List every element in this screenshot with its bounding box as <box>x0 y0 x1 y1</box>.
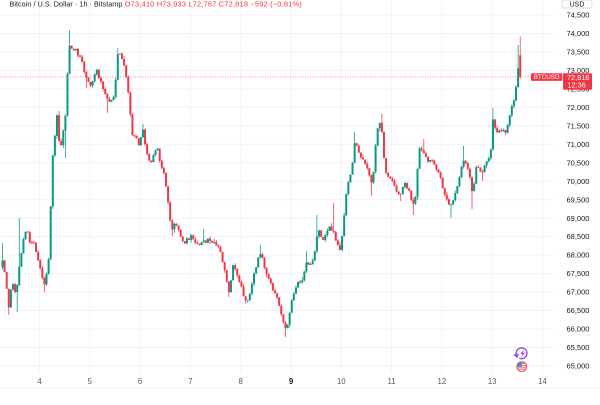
svg-text:71,500: 71,500 <box>567 121 590 130</box>
svg-text:4: 4 <box>37 377 42 386</box>
svg-text:70,500: 70,500 <box>567 158 590 167</box>
svg-text:69,500: 69,500 <box>567 195 590 204</box>
svg-text:68,500: 68,500 <box>567 232 590 241</box>
svg-text:12:36: 12:36 <box>568 80 586 89</box>
svg-text:73,000: 73,000 <box>567 66 590 75</box>
svg-text:72,818: 72,818 <box>567 73 589 82</box>
svg-text:Bitcoin / U.S. Dollar · 1h · B: Bitcoin / U.S. Dollar · 1h · Bitstamp O7… <box>10 0 303 9</box>
svg-text:13: 13 <box>488 377 497 386</box>
svg-text:74,500: 74,500 <box>567 11 590 20</box>
svg-text:6: 6 <box>138 377 142 386</box>
svg-text:8: 8 <box>239 377 243 386</box>
svg-text:65,500: 65,500 <box>567 343 590 352</box>
svg-text:70,000: 70,000 <box>567 177 590 186</box>
svg-text:68,000: 68,000 <box>567 251 590 260</box>
svg-text:73,500: 73,500 <box>567 48 590 57</box>
svg-text:65,000: 65,000 <box>567 362 590 371</box>
svg-text:USD: USD <box>570 1 585 8</box>
svg-text:67,500: 67,500 <box>567 269 590 278</box>
svg-text:5: 5 <box>88 377 93 386</box>
svg-text:66,500: 66,500 <box>567 306 590 315</box>
svg-text:67,000: 67,000 <box>567 288 590 297</box>
svg-text:BTCUSD: BTCUSD <box>534 74 560 81</box>
svg-text:7: 7 <box>188 377 192 386</box>
svg-text:74,000: 74,000 <box>567 29 590 38</box>
svg-text:11: 11 <box>388 377 396 386</box>
svg-text:14: 14 <box>538 377 547 386</box>
svg-text:72,000: 72,000 <box>567 103 590 112</box>
svg-text:9: 9 <box>289 377 294 386</box>
svg-text:69,000: 69,000 <box>567 214 590 223</box>
svg-text:66,000: 66,000 <box>567 325 590 334</box>
svg-text:71,000: 71,000 <box>567 140 590 149</box>
svg-text:12: 12 <box>438 377 447 386</box>
svg-text:10: 10 <box>337 377 346 386</box>
